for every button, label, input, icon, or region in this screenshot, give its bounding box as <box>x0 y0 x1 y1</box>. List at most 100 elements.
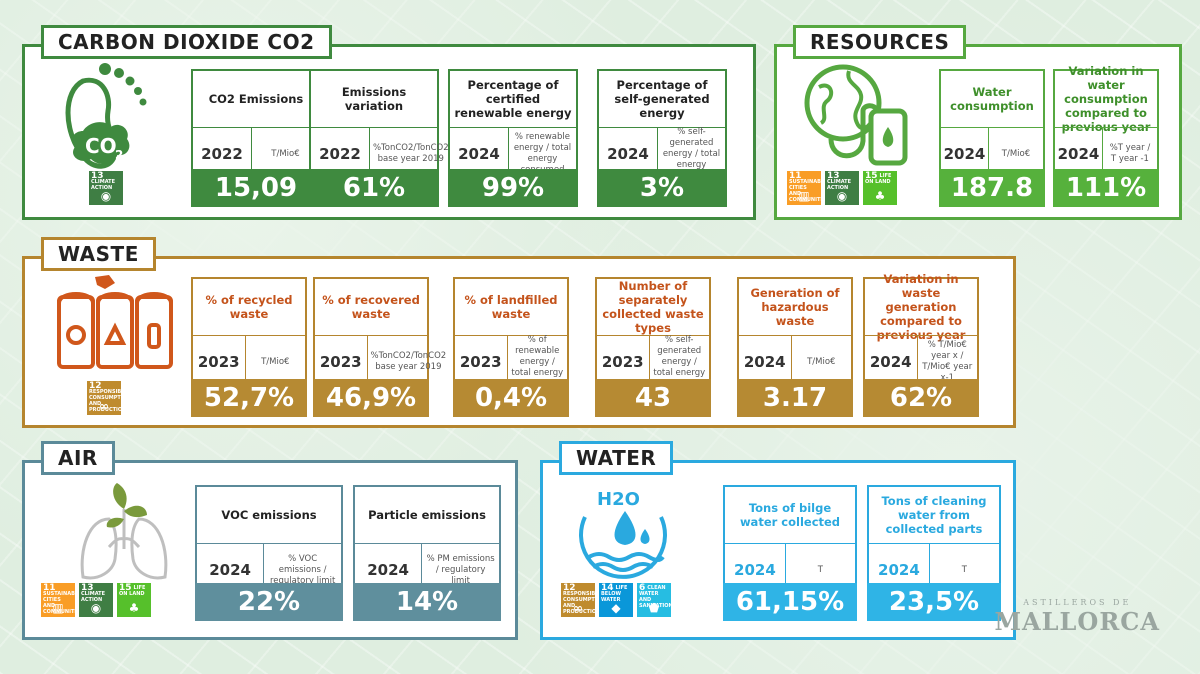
waste-card-4: Generation of hazardous waste 2024 T/Mio€ 3… <box>737 277 853 417</box>
sdg-number: 6 <box>639 583 646 593</box>
card-value: 0,4% <box>453 379 569 417</box>
lungs-plant-icon <box>80 483 168 580</box>
card-heading: Generation of hazardous waste <box>750 286 840 328</box>
card-value: 3% <box>597 169 727 207</box>
card-unit: T <box>817 564 823 575</box>
sdg-12-badge: 12RESPONSIBLE CONSUMPTION AND PRODUCTION… <box>87 381 131 415</box>
card-year: 2024 <box>869 544 930 596</box>
card-value: 23,5% <box>867 583 1001 621</box>
card-year: 2024 <box>865 336 918 388</box>
sdg-number: 15 <box>865 171 878 181</box>
eye-icon: ◉ <box>100 189 112 203</box>
card-unit: T/Mio€ <box>1001 148 1031 159</box>
card-value: 43 <box>595 379 711 417</box>
sdg-15-badge: 15 LIFE ON LAND ♣ <box>117 583 151 617</box>
sdg-15-badge: 15 LIFE ON LAND ♣ <box>863 171 897 205</box>
waste-card-2: % of landfilled waste 2023% of renewable … <box>453 277 569 417</box>
waste-card-5: Variation in waste generation compared t… <box>863 272 979 417</box>
sdg-label: RESPONSIBLE CONSUMPTION AND PRODUCTION <box>89 389 132 413</box>
sdg-14-badge: 14 LIFE BELOW WATER ◆ <box>599 583 633 617</box>
card-heading: Water consumption <box>950 85 1034 113</box>
sdg-number: 13 <box>81 583 94 593</box>
tree-icon: ♣ <box>128 601 140 615</box>
fish-icon: ◆ <box>611 601 621 615</box>
sdg-13-badge: 13CLIMATE ACTION ◉ <box>89 171 123 205</box>
card-value: 52,7% <box>191 379 307 417</box>
card-value: 15,09 <box>191 169 321 207</box>
card-heading: Tons of cleaning water from collected pa… <box>881 494 987 536</box>
card-unit: T <box>961 564 967 575</box>
card-year: 2022 <box>311 128 370 180</box>
resources-card-1: Variation in water consumption compared … <box>1053 64 1159 207</box>
recycle-bins-icon <box>57 275 173 369</box>
co2-card-2: Percentage of certified renewable energy… <box>448 69 578 207</box>
svg-text:H2O: H2O <box>597 489 640 510</box>
card-year: 2023 <box>455 336 508 388</box>
waste-card-0: % of recycled waste 2023 T/Mio€ 52,7% <box>191 277 307 417</box>
card-unit: %TonCO2/TonCO2 base year 2019 <box>370 351 447 372</box>
card-value: 46,9% <box>313 379 429 417</box>
co2-section: CARBON DIOXIDE CO2 CO 2 13CLIMATE ACTION… <box>22 25 756 220</box>
card-value: 3.17 <box>737 379 853 417</box>
sdg-label: LIFE BELOW WATER <box>601 585 628 603</box>
card-value: 99% <box>448 169 578 207</box>
sdg-label: CLIMATE ACTION <box>91 179 115 191</box>
card-year: 2023 <box>315 336 368 388</box>
card-heading: CO2 Emissions <box>208 92 304 106</box>
sdg-6-badge: 6 CLEAN WATER AND SANITATION ⬟ <box>637 583 673 617</box>
sdg-label: CLIMATE ACTION <box>81 591 105 603</box>
card-unit: % PM emissions / regulatory limit <box>426 553 495 586</box>
card-year: 2024 <box>739 336 792 388</box>
card-value: 62% <box>863 379 979 417</box>
sdg-number: 12 <box>89 381 102 391</box>
water-card-1: Tons of cleaning water from collected pa… <box>867 485 1001 621</box>
sdg-label: LIFE ON LAND <box>119 585 146 597</box>
city-icon: ▥ <box>52 601 64 615</box>
card-heading: Variation in water consumption compared … <box>1061 64 1151 134</box>
eye-icon: ◉ <box>836 189 848 203</box>
card-year: 2024 <box>355 544 423 596</box>
card-unit: % VOC emissions / regulatory limit <box>269 553 336 586</box>
card-year: 2024 <box>197 544 265 596</box>
waste-card-3: Number of separately collected waste typ… <box>595 277 711 417</box>
card-heading: Percentage of certified renewable energy <box>454 78 572 120</box>
card-heading: Emissions variation <box>341 85 407 113</box>
globe-bottle-icon <box>804 64 908 166</box>
footprint-co2-icon: CO 2 <box>65 63 147 169</box>
sdg-number: 14 <box>601 583 614 593</box>
card-unit: %TonCO2/TonCO2 base year 2019 <box>372 143 449 164</box>
sdg-11-badge: 11SUSTAINABLE CITIES AND COMMUNITIES ▥ <box>41 583 83 617</box>
sdg-13-badge: 13CLIMATE ACTION ◉ <box>825 171 859 205</box>
card-year: 2023 <box>193 336 246 388</box>
resources-title: RESOURCES <box>793 25 967 59</box>
waste-card-1: % of recovered waste 2023 %TonCO2/TonCO2 b… <box>313 277 446 417</box>
astilleros-logo: ASTILLEROS DE MALLORCA <box>994 598 1160 636</box>
sdg-number: 11 <box>43 583 56 593</box>
sdg-number: 13 <box>91 171 104 181</box>
card-heading: Variation in waste generation compared t… <box>876 272 966 342</box>
sdg-13-badge: 13CLIMATE ACTION ◉ <box>79 583 113 617</box>
air-title: AIR <box>41 441 115 475</box>
card-year: 2024 <box>450 128 509 180</box>
air-card-1: Particle emissions 2024% PM emissions / r… <box>353 485 501 621</box>
card-heading: % of recycled waste <box>205 293 293 321</box>
card-heading: VOC emissions <box>221 508 317 522</box>
sdg-label: SUSTAINABLE CITIES AND COMMUNITIES <box>789 179 830 203</box>
air-card-0: VOC emissions 2024% VOC emissions / regul… <box>195 485 343 621</box>
card-year: 2023 <box>597 336 650 388</box>
card-value: 14% <box>353 583 501 621</box>
card-heading: Number of separately collected waste typ… <box>602 279 704 335</box>
sdg-number: 15 <box>119 583 132 593</box>
card-year: 2022 <box>193 128 252 180</box>
infinity-icon: ∞ <box>99 399 109 413</box>
card-unit: T/Mio€ <box>261 356 290 367</box>
card-unit: T/Mio€ <box>807 356 836 367</box>
card-value: 61% <box>309 169 439 207</box>
card-year: 2024 <box>725 544 786 596</box>
sdg-number: 13 <box>827 171 840 181</box>
co2-title: CARBON DIOXIDE CO2 <box>41 25 332 59</box>
resources-card-0: Water consumption 2024 T/Mio€ 187.8 <box>939 69 1045 207</box>
logo-top-text: ASTILLEROS DE <box>1023 598 1132 607</box>
water-title: WATER <box>559 441 674 475</box>
card-value: 187.8 <box>939 169 1045 207</box>
